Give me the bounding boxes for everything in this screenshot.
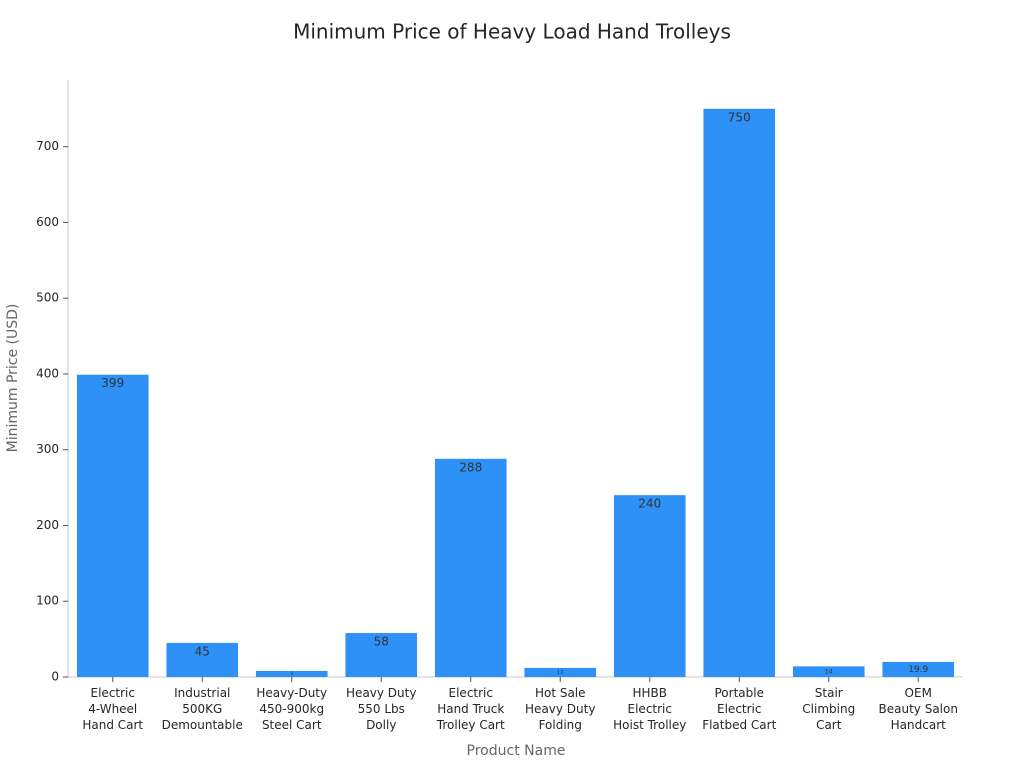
- y-tick-label: 200: [36, 518, 59, 532]
- value-label: 19.9: [908, 665, 928, 675]
- y-axis-label: Minimum Price (USD): [5, 304, 21, 453]
- bar: [882, 661, 955, 677]
- y-tick-label: 400: [36, 366, 59, 380]
- value-label: 399: [101, 376, 124, 390]
- value-label: 288: [459, 460, 482, 474]
- x-tick-label: Industrial 500KG Demountable: [162, 686, 243, 732]
- value-label: 12: [557, 670, 564, 676]
- y-tick-label: 500: [36, 291, 59, 305]
- value-label: 14: [825, 669, 833, 676]
- bar: [703, 108, 776, 678]
- value-label: 750: [728, 110, 751, 124]
- bar: [792, 666, 865, 677]
- x-tick-label: Electric 4-Wheel Hand Cart: [82, 686, 143, 732]
- bar: [166, 642, 239, 677]
- x-tick-label: Stair Climbing Cart: [802, 686, 855, 732]
- x-tick-label: Portable Electric Flatbed Cart: [702, 686, 776, 732]
- bar: [434, 458, 507, 677]
- bar: [524, 667, 597, 677]
- value-label: 240: [638, 497, 661, 511]
- x-tick-label: Electric Hand Truck Trolley Cart: [436, 686, 505, 732]
- y-tick-label: 100: [36, 594, 59, 608]
- y-tick-label: 700: [36, 139, 59, 153]
- x-tick-label: HHBB Electric Hoist Trolley: [613, 686, 686, 732]
- value-label: 58: [374, 635, 389, 649]
- chart-title: Minimum Price of Heavy Load Hand Trolley…: [293, 20, 731, 44]
- x-tick-label: Heavy-Duty 450-900kg Steel Cart: [256, 686, 327, 732]
- y-tick-label: 600: [36, 215, 59, 229]
- bar: [345, 633, 418, 677]
- x-tick-label: Hot Sale Heavy Duty Folding: [525, 686, 595, 732]
- x-axis-label: Product Name: [467, 743, 566, 759]
- x-tick-label: Heavy Duty 550 Lbs Dolly: [346, 686, 416, 732]
- value-label: 45: [195, 644, 210, 658]
- value-label: 8: [290, 671, 293, 676]
- y-tick-label: 300: [36, 442, 59, 456]
- y-tick-label: 0: [51, 670, 59, 684]
- bar: [613, 495, 686, 677]
- x-tick-label: OEM Beauty Salon Handcart: [879, 686, 958, 732]
- bar: [255, 670, 328, 677]
- bar: [76, 374, 149, 677]
